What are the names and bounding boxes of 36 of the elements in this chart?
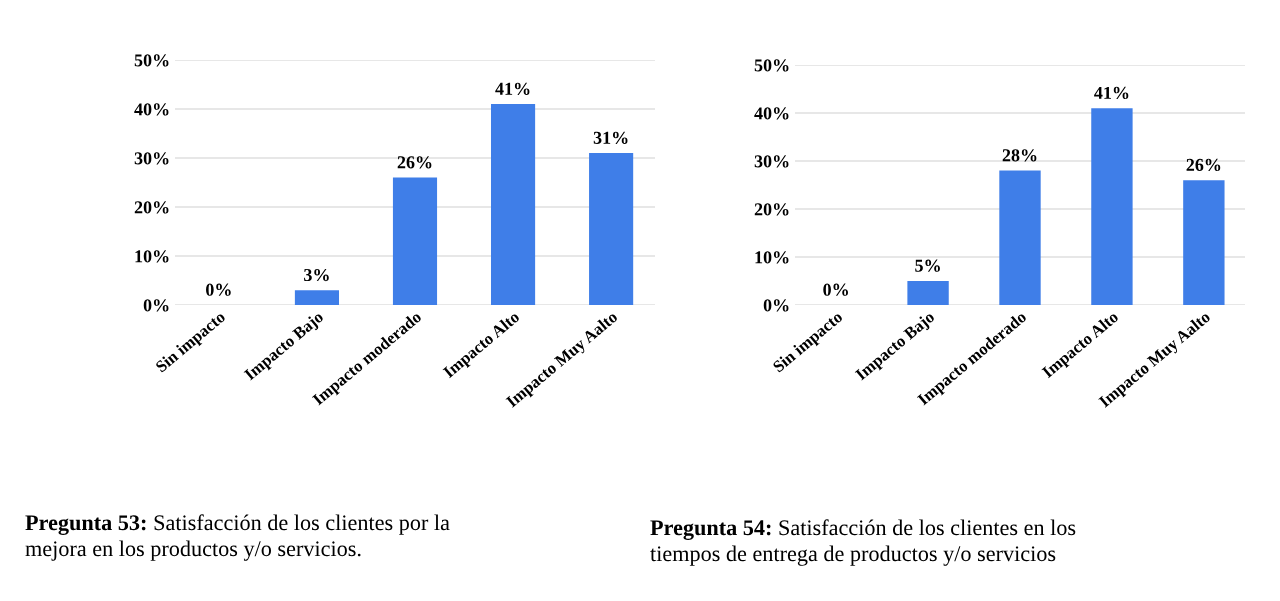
data-label: 0% xyxy=(206,283,231,296)
text: Pregunta 54: xyxy=(650,520,771,540)
data-label: 26% xyxy=(1186,158,1221,172)
y-tick-label: 0% xyxy=(763,299,789,312)
bar xyxy=(1091,108,1133,305)
bar xyxy=(294,290,339,305)
y-tick-label: 10% xyxy=(755,251,789,264)
text: Pregunta 53: xyxy=(25,515,146,535)
data-label: 5% xyxy=(915,259,940,272)
y-tick-label: 30% xyxy=(754,155,789,168)
bar xyxy=(589,153,634,305)
data-label: 31% xyxy=(593,131,628,144)
bar xyxy=(999,170,1041,305)
data-label: 28% xyxy=(1002,149,1037,162)
data-label: 26% xyxy=(397,156,432,169)
text: Satisfacción de los clientes en los xyxy=(779,519,1076,536)
data-label: 41% xyxy=(1094,86,1129,100)
bar xyxy=(392,177,438,305)
data-label: 41% xyxy=(495,82,530,95)
data-label: 3% xyxy=(304,268,329,282)
y-tick-label: 0% xyxy=(143,299,169,312)
y-tick-label: 40% xyxy=(754,107,789,120)
text: Satisfacción de los clientes por la xyxy=(154,514,450,535)
y-tick-label: 30% xyxy=(134,152,169,165)
bar xyxy=(1183,180,1225,305)
y-tick-label: 50% xyxy=(134,54,169,67)
text: tiempos de entrega de productos y/o servicios xyxy=(650,545,1056,566)
data-label: 0% xyxy=(823,283,848,296)
text: mejora en los productos y/o servicios. xyxy=(25,540,361,561)
y-tick-label: 40% xyxy=(134,103,169,116)
y-tick-label: 10% xyxy=(135,250,169,263)
bar xyxy=(491,104,536,305)
y-tick-label: 20% xyxy=(134,201,169,214)
y-tick-label: 50% xyxy=(754,59,789,72)
bar xyxy=(907,281,949,305)
y-tick-label: 20% xyxy=(754,203,789,216)
